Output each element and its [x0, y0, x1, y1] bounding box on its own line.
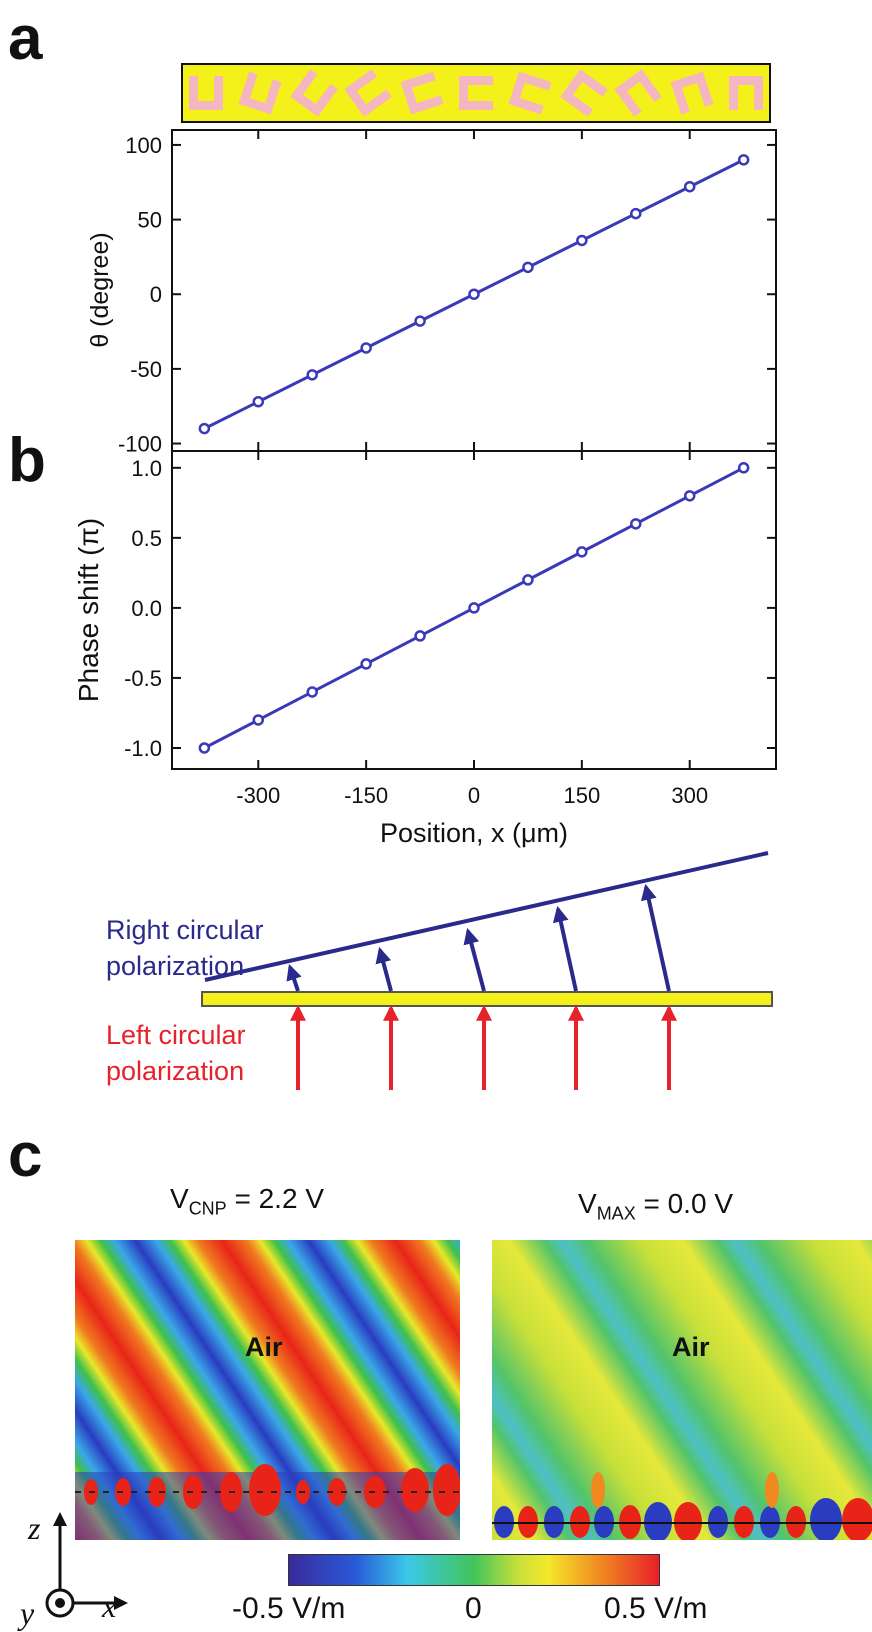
- phase-ytick-label: 1.0: [131, 456, 162, 481]
- right-title-main: V: [578, 1188, 597, 1219]
- theta-data-point: [252, 395, 265, 408]
- panel-label-a: a: [8, 4, 43, 73]
- phase-data-point: [576, 546, 588, 558]
- phase-xtick-label: 150: [563, 783, 600, 808]
- colorbar: [288, 1554, 660, 1586]
- phase-data-point: [198, 742, 211, 754]
- air-label-right: Air: [672, 1332, 710, 1362]
- phase-data-point: [522, 574, 534, 586]
- theta-plot: θ (degree) 100 50 0 -50 -100: [86, 129, 777, 457]
- antenna-element: [189, 76, 223, 110]
- theta-data-point: [683, 180, 696, 193]
- phase-xtick-label: -150: [344, 783, 388, 808]
- rcp-arrow: [552, 905, 578, 992]
- theta-data-point: [737, 154, 750, 166]
- colorbar-max-label: 0.5 V/m: [604, 1592, 708, 1625]
- lcp-arrows: [290, 1004, 677, 1090]
- phase-plots: θ (degree) 100 50 0 -50 -100 Phase shift (π)…: [73, 63, 777, 848]
- antenna-element: [729, 76, 763, 110]
- antenna-element: [290, 69, 338, 117]
- theta-data-point: [576, 234, 588, 247]
- antenna-element: [459, 76, 493, 110]
- phase-data-point: [683, 490, 696, 502]
- right-title-value: = 0.0 V: [635, 1188, 733, 1219]
- theta-ytick-label: 100: [125, 133, 162, 158]
- phase-data-point: [306, 686, 318, 698]
- x-axis-label: x: [102, 1588, 117, 1624]
- antenna-element: [670, 71, 714, 115]
- position-axis-title: Position, x (μm): [380, 818, 568, 848]
- theta-ytick-label: -100: [118, 432, 162, 457]
- phase-data-point: [468, 602, 480, 614]
- phase-ytick-label: -1.0: [124, 736, 162, 761]
- rcp-arrow: [286, 963, 302, 992]
- panel-label-b: b: [8, 426, 46, 495]
- left-title-value: = 2.2 V: [226, 1183, 324, 1214]
- theta-ytick-label: 0: [150, 282, 162, 307]
- rcp-arrow: [640, 883, 671, 992]
- rcp-arrow: [463, 927, 486, 992]
- left-title-main: V: [170, 1183, 189, 1214]
- antenna-element: [400, 71, 444, 115]
- phase-data-point: [252, 714, 265, 726]
- theta-data-point: [360, 342, 372, 354]
- theta-data-point: [198, 422, 211, 435]
- air-label-left: Air: [245, 1332, 283, 1362]
- antenna-array: [189, 69, 763, 117]
- phase-axis-title: Phase shift (π): [73, 518, 104, 702]
- colorbar-min-label: -0.5 V/m: [232, 1592, 346, 1625]
- rcp-arrow: [375, 946, 393, 992]
- theta-ytick-label: -50: [130, 357, 162, 382]
- antenna-element: [614, 69, 662, 117]
- antenna-element: [560, 69, 608, 117]
- z-axis-label: z: [28, 1510, 41, 1546]
- panel-label-c: c: [8, 1121, 43, 1190]
- phase-shift-plot: Phase shift (π) Position, x (μm) 1.0 0.5 0…: [73, 450, 777, 848]
- rcp-label: Right circular polarization: [106, 915, 264, 981]
- metasurface-substrate: [201, 991, 773, 1007]
- antenna-element: [508, 71, 552, 115]
- phase-xtick-label: 300: [671, 783, 708, 808]
- phase-ytick-label: 0.0: [131, 596, 162, 621]
- phase-ytick-label: -0.5: [124, 666, 162, 691]
- rcp-arrows: [286, 883, 671, 992]
- lcp-label: Left circular polarization: [106, 1020, 246, 1086]
- theta-ytick-label: 50: [138, 208, 162, 233]
- colorbar-mid-label: 0: [465, 1592, 482, 1625]
- field-background: [492, 1240, 872, 1540]
- surface-plasmon-lobes: [75, 1464, 460, 1540]
- y-axis-label: y: [20, 1595, 35, 1631]
- right-title-sub: MAX: [596, 1203, 636, 1224]
- phase-data-point: [737, 462, 750, 474]
- theta-data-point: [630, 207, 642, 220]
- theta-data-point: [468, 288, 480, 300]
- antenna-element: [344, 69, 392, 117]
- phase-data-point: [630, 518, 642, 530]
- phase-xtick-label: -300: [236, 783, 280, 808]
- phase-xtick-label: 0: [468, 783, 480, 808]
- field-map-vcnp: Air: [75, 1240, 460, 1540]
- theta-data-point: [522, 261, 534, 274]
- theta-axis-title: θ (degree): [86, 232, 114, 347]
- antenna-strip: [181, 63, 771, 123]
- theta-data-point: [414, 315, 426, 327]
- surface-plasmon-lobes: [494, 1472, 872, 1540]
- polarization-schematic: [201, 851, 773, 1090]
- antenna-element: [238, 71, 282, 115]
- refracted-wavefront: [204, 851, 769, 982]
- field-map-vmax: Air: [492, 1240, 872, 1540]
- phase-data-point: [414, 630, 426, 642]
- phase-ytick-label: 0.5: [131, 526, 162, 551]
- theta-data-point: [306, 369, 318, 381]
- right-field-title: VMAX = 0.0 V: [578, 1188, 733, 1225]
- left-title-sub: CNP: [188, 1198, 227, 1219]
- left-field-title: VCNP = 2.2 V: [170, 1183, 324, 1220]
- phase-data-point: [360, 658, 372, 670]
- coordinate-axes-icon: [45, 1512, 128, 1618]
